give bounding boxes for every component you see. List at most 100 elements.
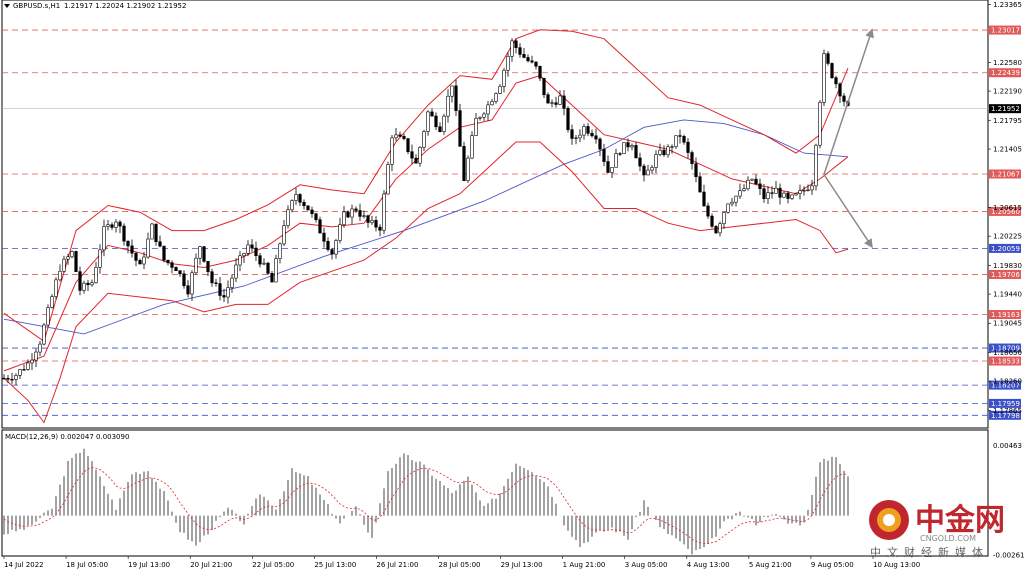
- candle-body: [454, 85, 458, 111]
- bollinger-upper-line: [3, 29, 849, 343]
- candle-body: [10, 378, 14, 381]
- level-tag: [989, 410, 1021, 420]
- candle-body: [590, 133, 594, 137]
- candle-body: [818, 102, 822, 146]
- level-tag: [989, 206, 1021, 216]
- candle-body: [730, 201, 734, 205]
- candle-body: [814, 144, 818, 187]
- candle-body: [346, 211, 350, 218]
- candle-body: [470, 135, 474, 159]
- candle-body: [594, 135, 598, 140]
- level-tag: [989, 169, 1021, 179]
- candle-body: [34, 351, 38, 361]
- candle-body: [606, 161, 610, 173]
- y-tick-label: 1.20225: [993, 233, 1022, 241]
- candle-body: [294, 194, 298, 201]
- candle-body: [838, 83, 842, 97]
- y-tick-label: 1.17865: [993, 407, 1022, 415]
- candle-body: [218, 283, 222, 296]
- candle-body: [474, 117, 478, 136]
- projection-arrows-layer: [823, 28, 874, 249]
- candle-body: [70, 251, 74, 258]
- candle-body: [222, 295, 226, 298]
- candle-body: [342, 211, 346, 226]
- x-tick-label: 20 Jul 21:00: [190, 561, 232, 569]
- candle-body: [706, 205, 710, 217]
- candle-body: [726, 203, 730, 213]
- candle-body: [566, 108, 570, 130]
- x-tick-label: 22 Jul 05:00: [252, 561, 294, 569]
- candle-body: [690, 152, 694, 164]
- candle-body: [494, 93, 498, 102]
- candle-body: [46, 307, 50, 326]
- candle-body: [122, 225, 126, 242]
- candle-body: [498, 86, 502, 94]
- level-tag: [989, 310, 1021, 320]
- candle-body: [98, 249, 102, 268]
- candle-body: [378, 226, 382, 231]
- level-tag: [989, 398, 1021, 408]
- candle-body: [762, 188, 766, 199]
- candle-body: [298, 194, 302, 203]
- candle-body: [182, 273, 186, 287]
- candle-body: [694, 163, 698, 178]
- candle-body: [682, 135, 686, 143]
- candle-body: [614, 153, 618, 168]
- candle-body: [302, 201, 306, 207]
- candle-body: [290, 200, 294, 211]
- candle-body: [362, 215, 366, 217]
- candle-body: [54, 279, 58, 297]
- candle-body: [438, 126, 442, 132]
- x-tick-label: 28 Jul 05:00: [439, 561, 481, 569]
- candle-body: [214, 282, 218, 284]
- candle-body: [162, 245, 166, 261]
- candle-body: [810, 185, 814, 191]
- horizontal-lines-layer: 1.23017 1.22439 1.21067 1.20560 1.20059 1.197…: [2, 25, 1021, 420]
- y-tick-label: 1.19440: [993, 291, 1022, 299]
- candle-body: [330, 249, 334, 255]
- candle-body: [778, 187, 782, 198]
- candle-body: [326, 240, 330, 250]
- candle-body: [254, 247, 258, 257]
- candle-body: [658, 149, 662, 155]
- x-tick-label: 4 Aug 13:00: [687, 561, 730, 569]
- candle-body: [766, 192, 770, 199]
- x-tick-label: 26 Jul 21:00: [376, 561, 418, 569]
- candle-body: [634, 145, 638, 159]
- candle-body: [526, 57, 530, 62]
- candle-body: [714, 226, 718, 234]
- candle-body: [102, 226, 106, 251]
- candle-body: [482, 113, 486, 118]
- candle-body: [602, 148, 606, 162]
- candle-body: [118, 221, 122, 227]
- candle-body: [618, 153, 622, 155]
- y-tick-label: 1.22190: [993, 88, 1022, 96]
- candle-body: [50, 296, 54, 308]
- level-tag-label: 1.22439: [991, 69, 1020, 77]
- candle-body: [422, 131, 426, 148]
- candle-body: [74, 251, 78, 272]
- bollinger-layer: [3, 29, 849, 424]
- candle-body: [466, 157, 470, 181]
- candle-body: [842, 95, 846, 102]
- candle-body: [478, 116, 482, 119]
- macd-signal-line: [3, 467, 849, 544]
- candle-body: [282, 225, 286, 245]
- x-tick-label: 9 Aug 05:00: [811, 561, 854, 569]
- candle-body: [238, 255, 242, 266]
- candle-body: [170, 262, 174, 268]
- candle-body: [350, 208, 354, 218]
- time-axis: 14 Jul 2022 18 Jul 05:00 19 Jul 13:00 20 Ju…: [3, 556, 920, 569]
- candle-body: [166, 259, 170, 263]
- level-tag-label: 1.19706: [991, 271, 1020, 279]
- level-tag-label: 1.20059: [991, 245, 1020, 253]
- candle-body: [398, 134, 402, 137]
- y-tick-label: 1.21405: [993, 146, 1022, 154]
- collapse-arrow-icon[interactable]: [4, 4, 10, 8]
- candle-body: [370, 220, 374, 223]
- candle-body: [522, 54, 526, 58]
- y-tick-label: 1.21795: [993, 117, 1022, 125]
- y-tick-label: 1.22580: [993, 59, 1022, 67]
- level-tag: [989, 68, 1021, 78]
